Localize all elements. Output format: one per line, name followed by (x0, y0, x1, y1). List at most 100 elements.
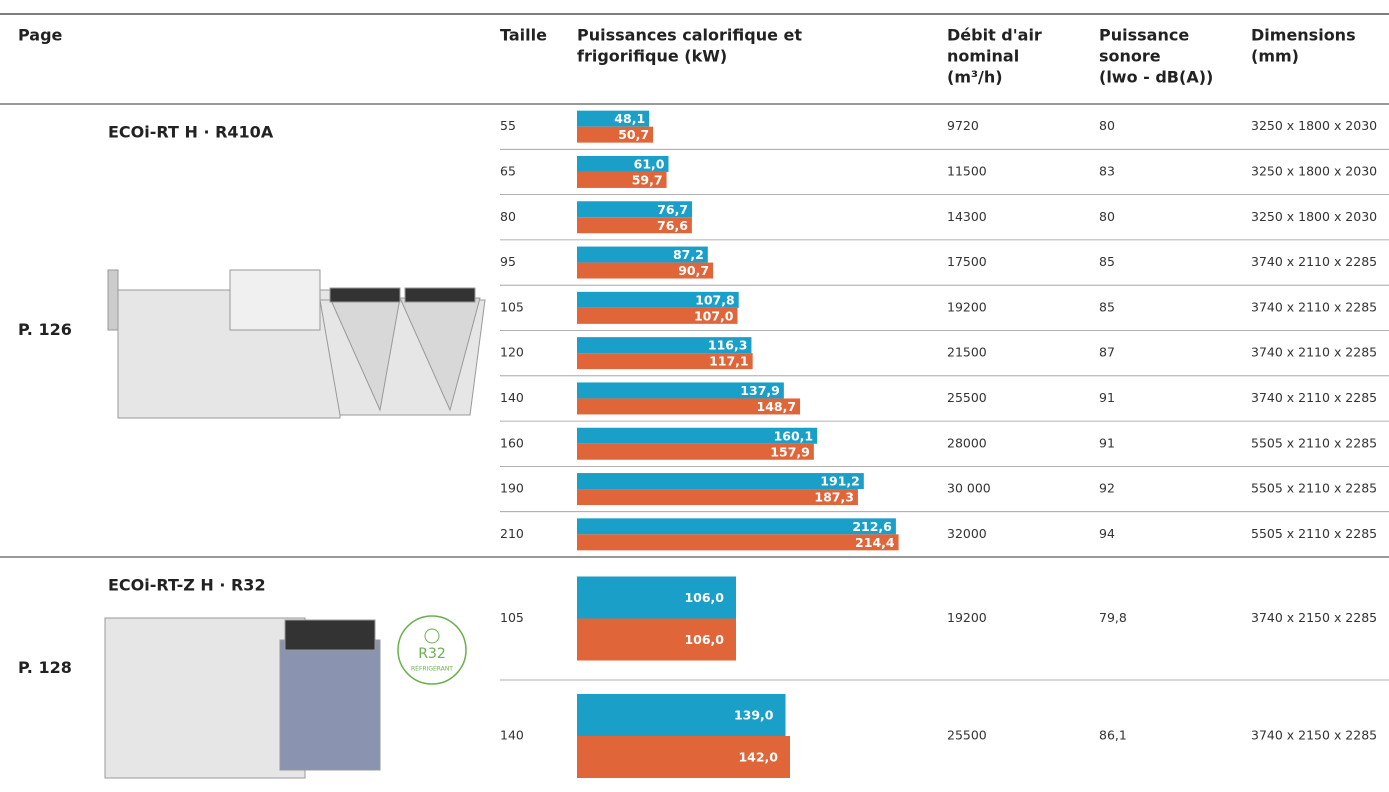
bar-cooling (577, 126, 654, 143)
product-name: ECOi-RT H · R410A (108, 123, 274, 142)
bar-cooling (577, 353, 753, 370)
bar-heating (577, 694, 786, 736)
bar-cooling (577, 736, 790, 778)
header-cell: Page (18, 26, 63, 45)
cell: 83 (1099, 163, 1115, 178)
value-label: 212,6 (852, 519, 892, 534)
product-name: ECOi-RT-Z H · R32 (108, 576, 266, 595)
badge-icon (424, 628, 440, 644)
cell: 65 (500, 163, 516, 178)
value-label: 214,4 (855, 535, 895, 550)
cell: 5505 x 2110 x 2285 (1251, 526, 1377, 541)
cell: 87 (1099, 345, 1115, 360)
cell: 3250 x 1800 x 2030 (1251, 209, 1377, 224)
cell: 3740 x 2150 x 2285 (1251, 728, 1377, 743)
bar-heating (577, 518, 896, 535)
value-label: 87,2 (673, 247, 704, 262)
badge-text: RÉFRIGÉRANT (411, 665, 453, 673)
bar-heating (577, 427, 818, 444)
cell: 9720 (947, 118, 979, 133)
page-ref: P. 128 (18, 658, 72, 677)
cell: 14300 (947, 209, 987, 224)
cell: 5505 x 2110 x 2285 (1251, 435, 1377, 450)
cell: 105 (500, 610, 524, 625)
bar-heating (577, 576, 736, 619)
header-cell: Débit d'air (947, 26, 1042, 45)
value-label: 107,8 (695, 292, 735, 307)
cell: 28000 (947, 435, 987, 450)
cell: 92 (1099, 481, 1115, 496)
value-label: 107,0 (694, 308, 734, 323)
cell: 19200 (947, 299, 987, 314)
value-label: 59,7 (632, 172, 663, 187)
cell: 86,1 (1099, 728, 1127, 743)
bar-cooling (577, 534, 899, 551)
bar-heating (577, 201, 693, 218)
cell: 80 (1099, 118, 1115, 133)
value-label: 90,7 (678, 263, 709, 278)
header-cell: sonore (1099, 47, 1161, 66)
cell: 91 (1099, 435, 1115, 450)
header-cell: (m³/h) (947, 68, 1003, 87)
value-label: 61,0 (634, 156, 665, 171)
cell: 80 (1099, 209, 1115, 224)
bar-cooling (577, 398, 801, 415)
value-label: 76,7 (657, 202, 688, 217)
bar-heating (577, 246, 708, 263)
value-label: 148,7 (757, 399, 797, 414)
bar-heating (577, 382, 784, 399)
value-label: 106,0 (684, 632, 724, 647)
cell: 85 (1099, 299, 1115, 314)
bar-heating (577, 291, 739, 308)
bar-cooling (577, 171, 667, 188)
cell: 19200 (947, 610, 987, 625)
unit-image-1 (107, 269, 486, 419)
bar-cooling (577, 307, 738, 324)
cell: 3250 x 1800 x 2030 (1251, 118, 1377, 133)
cell: 91 (1099, 390, 1115, 405)
header-cell: nominal (947, 47, 1019, 66)
cell: 3740 x 2150 x 2285 (1251, 610, 1377, 625)
cell: 120 (500, 345, 524, 360)
bar-cooling (577, 217, 692, 234)
header-cell: frigorifique (kW) (577, 47, 727, 66)
cell: 94 (1099, 526, 1115, 541)
cell: 190 (500, 481, 524, 496)
cell: 80 (500, 209, 516, 224)
cell: 21500 (947, 345, 987, 360)
page-ref: P. 126 (18, 320, 72, 339)
value-label: 76,6 (657, 218, 688, 233)
value-label: 160,1 (774, 428, 814, 443)
value-label: 157,9 (770, 444, 810, 459)
cell: 210 (500, 526, 524, 541)
value-label: 48,1 (614, 111, 645, 126)
value-label: 191,2 (820, 474, 860, 489)
cell: 3740 x 2110 x 2285 (1251, 345, 1377, 360)
value-label: 106,0 (684, 590, 724, 605)
cell: 30 000 (947, 481, 991, 496)
value-label: 116,3 (708, 338, 748, 353)
cell: 79,8 (1099, 610, 1127, 625)
header-cell: (mm) (1251, 47, 1299, 66)
cell: 3740 x 2110 x 2285 (1251, 299, 1377, 314)
cell: 85 (1099, 254, 1115, 269)
cell: 105 (500, 299, 524, 314)
header-cell: Dimensions (1251, 26, 1356, 45)
value-label: 139,0 (734, 708, 774, 723)
cell: 25500 (947, 390, 987, 405)
cell: 5505 x 2110 x 2285 (1251, 481, 1377, 496)
header-cell: Puissances calorifique et (577, 26, 802, 45)
value-label: 187,3 (814, 490, 854, 505)
cell: 3740 x 2110 x 2285 (1251, 390, 1377, 405)
badge-text: R32 (418, 646, 446, 662)
unit-image-2 (104, 617, 381, 779)
bar-heating (577, 473, 864, 490)
cell: 17500 (947, 254, 987, 269)
bar-heating (577, 337, 752, 354)
value-label: 117,1 (709, 354, 749, 369)
cell: 25500 (947, 728, 987, 743)
cell: 3740 x 2110 x 2285 (1251, 254, 1377, 269)
cell: 32000 (947, 526, 987, 541)
cell: 11500 (947, 163, 987, 178)
cell: 55 (500, 118, 516, 133)
